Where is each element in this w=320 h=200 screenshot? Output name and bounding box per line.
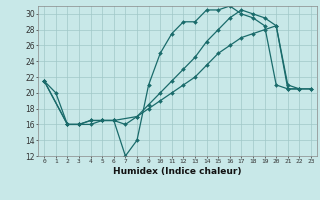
X-axis label: Humidex (Indice chaleur): Humidex (Indice chaleur) <box>113 167 242 176</box>
